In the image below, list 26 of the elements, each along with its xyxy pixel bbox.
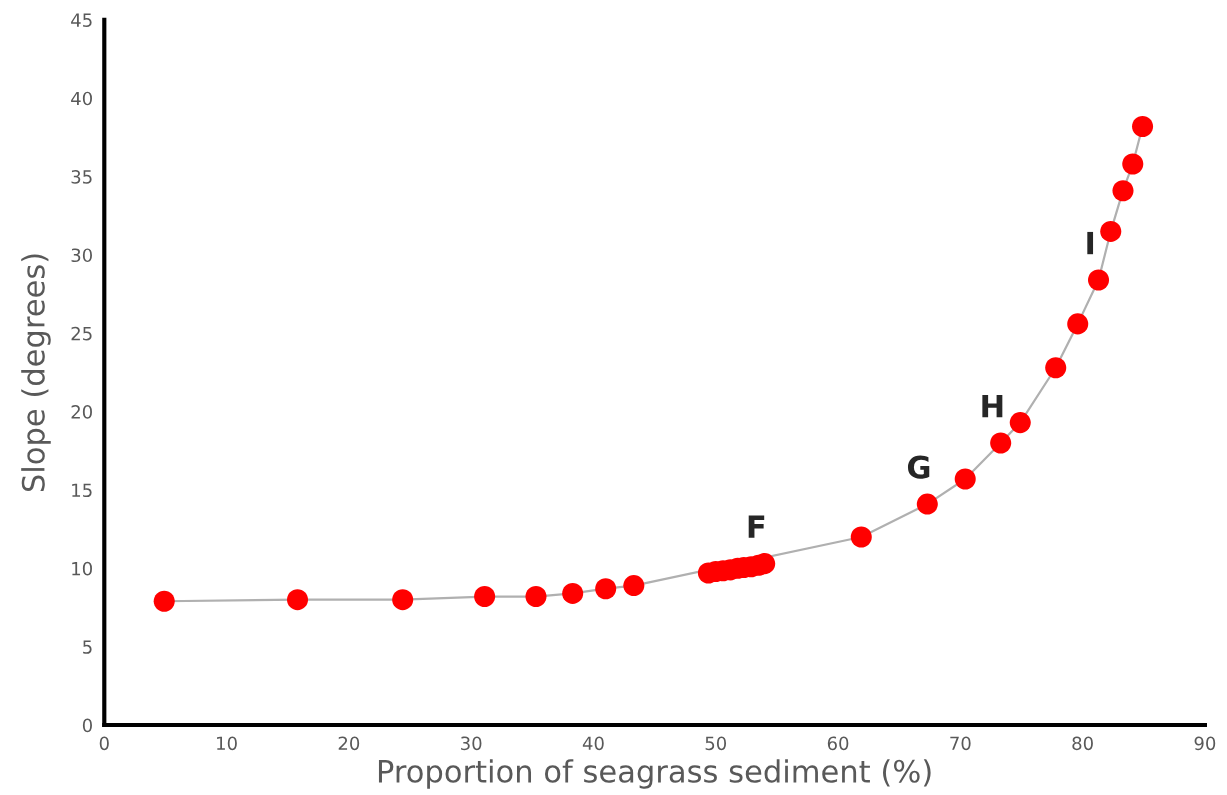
x-tick-label: 20 <box>338 736 360 751</box>
x-tick-label: 80 <box>1072 736 1093 751</box>
x-tick-label: 70 <box>950 736 971 751</box>
x-tick-label: 40 <box>582 736 604 751</box>
annotation: H <box>982 394 1003 418</box>
x-tick-label: 60 <box>827 736 849 751</box>
annotation: F <box>748 515 765 538</box>
x-tick-label: 10 <box>217 736 237 751</box>
y-tick-label: 10 <box>72 561 92 576</box>
annotation: I <box>1087 231 1094 255</box>
y-tick-label: 30 <box>71 248 92 263</box>
y-tick-label: 35 <box>71 170 92 184</box>
y-tick-label: 15 <box>72 483 92 498</box>
annotation: G <box>907 455 930 479</box>
x-axis-title: Proportion of seagrass sediment (%) <box>378 759 931 789</box>
y-tick-label: 40 <box>71 91 92 106</box>
y-axis-title: Slope (degrees) <box>21 254 51 492</box>
y-tick-label: 45 <box>71 13 92 27</box>
x-tick-label: 30 <box>461 736 482 751</box>
x-tick-label: 50 <box>705 736 727 751</box>
y-tick-label: 5 <box>83 640 92 654</box>
y-tick-label: 25 <box>71 326 92 341</box>
y-tick-label: 20 <box>71 405 92 419</box>
x-tick-label: 0 <box>99 736 109 751</box>
y-tick-label: 0 <box>82 718 92 733</box>
x-tick-label: 90 <box>1194 736 1216 751</box>
